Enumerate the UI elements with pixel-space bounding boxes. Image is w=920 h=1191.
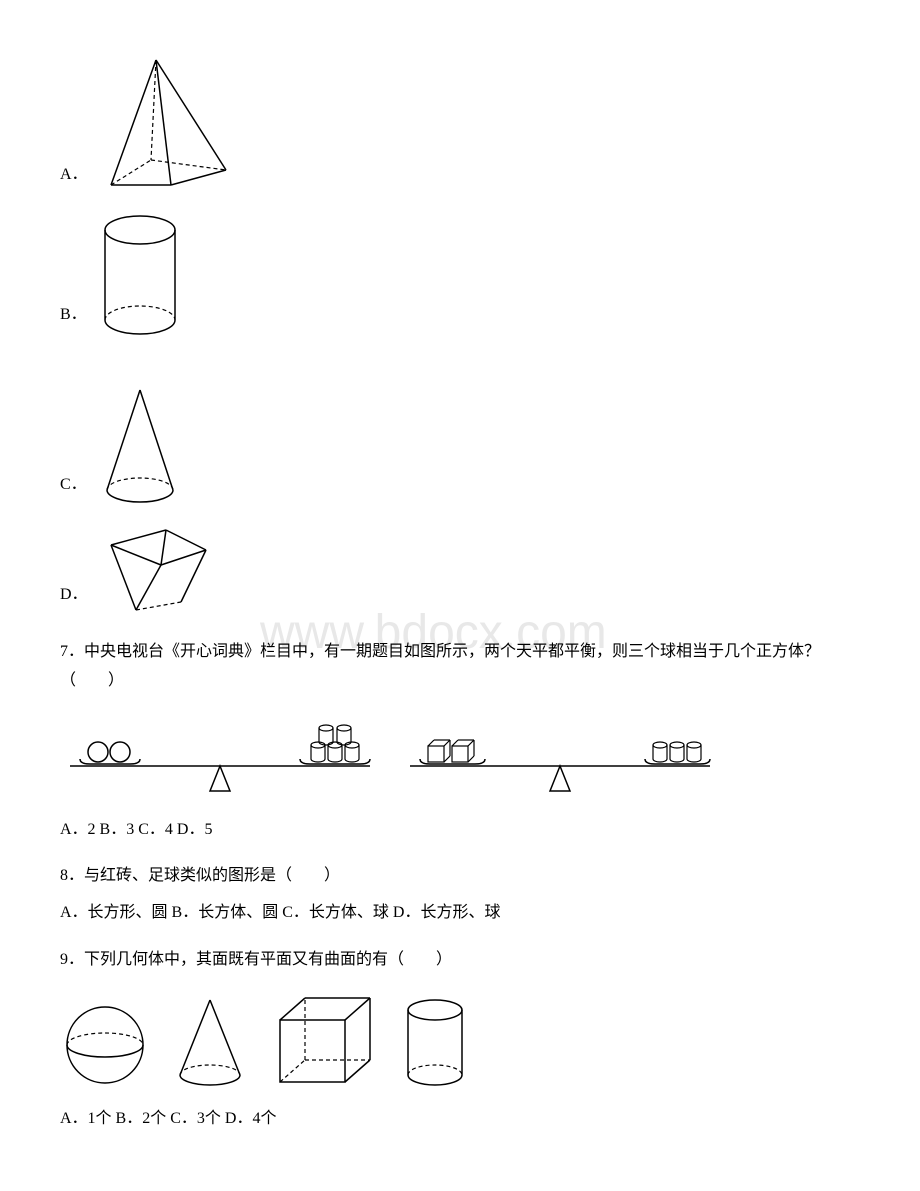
question-7-answers: A．2 B．3 C．4 D．5 [60,816,860,845]
question-9-answers: A．1个 B．2个 C．3个 D．4个 [60,1105,860,1134]
question-8-answers: A．长方形、圆 B．长方体、圆 C．长方体、球 D．长方形、球 [60,899,860,928]
q9-shapes [60,990,860,1090]
cylinder-small-icon [400,995,470,1090]
option-label: B． [60,301,87,340]
sphere-icon [60,1000,150,1090]
cylinder-icon [95,210,185,340]
cone-icon [95,380,185,510]
cube-icon [270,990,380,1090]
q6-option-d: D． [60,520,860,620]
option-label: C． [60,471,87,510]
balance-scale-1-icon [60,711,380,801]
question-8-text: 8．与红砖、足球类似的图形是（ ） [60,862,860,891]
triangular-prism-icon [96,520,216,620]
option-label: A． [60,161,88,200]
q6-option-c: C． [60,380,860,510]
q7-balance-figures [60,711,860,801]
pyramid-icon [96,50,236,200]
question-9-text: 9．下列几何体中，其面既有平面又有曲面的有（ ） [60,946,860,975]
option-label: D． [60,581,88,620]
cone-small-icon [170,995,250,1090]
question-7-text: 7．中央电视台《开心词典》栏目中，有一期题目如图所示，两个天平都平衡，则三个球相… [60,638,860,696]
q6-option-b: B． [60,210,860,340]
q6-option-a: A． [60,50,860,200]
balance-scale-2-icon [400,711,720,801]
